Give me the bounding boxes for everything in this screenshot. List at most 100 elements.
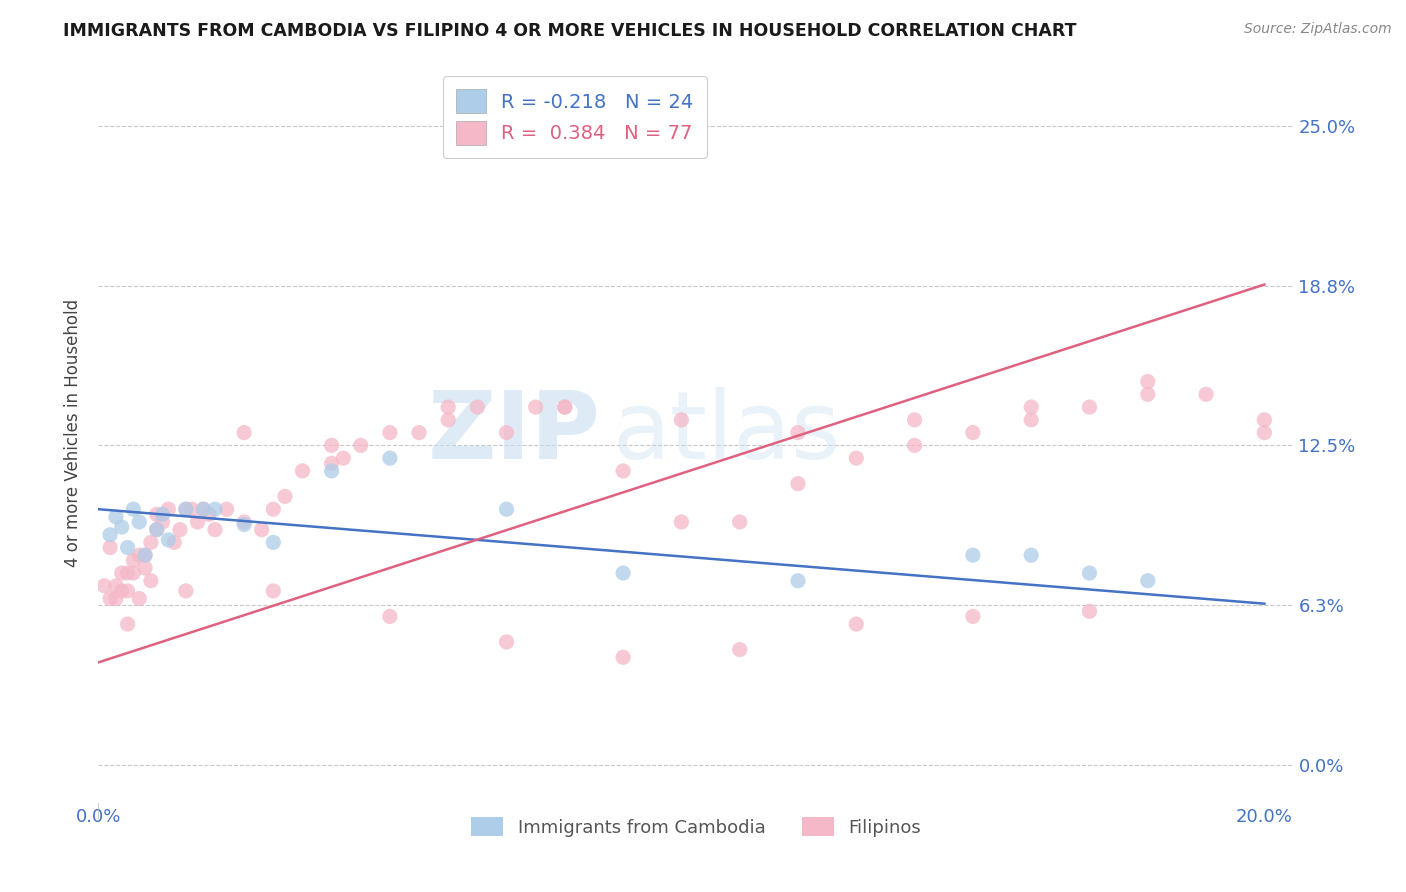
Point <box>332 451 354 466</box>
Point <box>204 523 226 537</box>
Point <box>186 515 208 529</box>
Point <box>962 425 984 440</box>
Text: Source: ZipAtlas.com: Source: ZipAtlas.com <box>1244 22 1392 37</box>
Point <box>274 490 297 504</box>
Point <box>193 502 215 516</box>
Point <box>104 591 127 606</box>
Point <box>903 413 925 427</box>
Point <box>378 609 401 624</box>
Point <box>104 579 127 593</box>
Point <box>198 508 221 522</box>
Point <box>139 535 162 549</box>
Point <box>104 509 127 524</box>
Text: atlas: atlas <box>613 386 841 479</box>
Point <box>903 438 925 452</box>
Point <box>612 566 634 580</box>
Text: IMMIGRANTS FROM CAMBODIA VS FILIPINO 4 OR MORE VEHICLES IN HOUSEHOLD CORRELATION: IMMIGRANTS FROM CAMBODIA VS FILIPINO 4 O… <box>63 22 1077 40</box>
Point <box>787 425 810 440</box>
Point <box>128 515 150 529</box>
Point <box>1019 400 1042 414</box>
Point <box>139 574 162 588</box>
Point <box>117 566 139 580</box>
Point <box>174 583 197 598</box>
Point <box>111 566 134 580</box>
Point <box>250 523 273 537</box>
Text: ZIP: ZIP <box>427 386 600 479</box>
Point <box>117 617 139 632</box>
Point <box>1195 387 1218 401</box>
Point <box>728 515 751 529</box>
Point <box>134 561 156 575</box>
Point <box>1019 413 1042 427</box>
Point <box>524 400 547 414</box>
Point <box>787 476 810 491</box>
Point <box>845 451 868 466</box>
Point <box>98 541 121 555</box>
Point <box>291 464 314 478</box>
Point <box>467 400 489 414</box>
Point <box>1078 566 1101 580</box>
Point <box>98 527 121 541</box>
Point <box>204 502 226 516</box>
Point <box>145 508 167 522</box>
Point <box>437 400 460 414</box>
Point <box>157 502 180 516</box>
Point <box>1078 604 1101 618</box>
Point <box>262 535 284 549</box>
Point <box>962 548 984 562</box>
Point <box>495 502 517 516</box>
Point <box>111 520 134 534</box>
Point <box>1136 375 1159 389</box>
Legend: Immigrants from Cambodia, Filipinos: Immigrants from Cambodia, Filipinos <box>461 808 931 846</box>
Point <box>321 464 343 478</box>
Point <box>163 535 186 549</box>
Point <box>93 579 115 593</box>
Point <box>152 508 174 522</box>
Point <box>612 464 634 478</box>
Point <box>612 650 634 665</box>
Point <box>111 583 134 598</box>
Point <box>962 609 984 624</box>
Point <box>495 635 517 649</box>
Point <box>1078 400 1101 414</box>
Point <box>145 523 167 537</box>
Point <box>378 451 401 466</box>
Point <box>122 566 145 580</box>
Point <box>180 502 202 516</box>
Point <box>787 574 810 588</box>
Point <box>1136 574 1159 588</box>
Point <box>98 591 121 606</box>
Point <box>1253 425 1275 440</box>
Point <box>233 515 256 529</box>
Point <box>671 515 693 529</box>
Point <box>215 502 238 516</box>
Point <box>169 523 191 537</box>
Point <box>845 617 868 632</box>
Point <box>321 456 343 470</box>
Y-axis label: 4 or more Vehicles in Household: 4 or more Vehicles in Household <box>65 299 83 566</box>
Point <box>233 517 256 532</box>
Point <box>233 425 256 440</box>
Point <box>495 425 517 440</box>
Point <box>117 541 139 555</box>
Point <box>262 502 284 516</box>
Point <box>145 523 167 537</box>
Point <box>408 425 430 440</box>
Point <box>1253 413 1275 427</box>
Point <box>262 583 284 598</box>
Point <box>1136 387 1159 401</box>
Point <box>437 413 460 427</box>
Point <box>128 591 150 606</box>
Point <box>174 502 197 516</box>
Point <box>350 438 373 452</box>
Point <box>554 400 576 414</box>
Point <box>321 438 343 452</box>
Point <box>554 400 576 414</box>
Point <box>193 502 215 516</box>
Point <box>174 502 197 516</box>
Point <box>157 533 180 547</box>
Point <box>134 548 156 562</box>
Point <box>134 548 156 562</box>
Point <box>122 502 145 516</box>
Point <box>1019 548 1042 562</box>
